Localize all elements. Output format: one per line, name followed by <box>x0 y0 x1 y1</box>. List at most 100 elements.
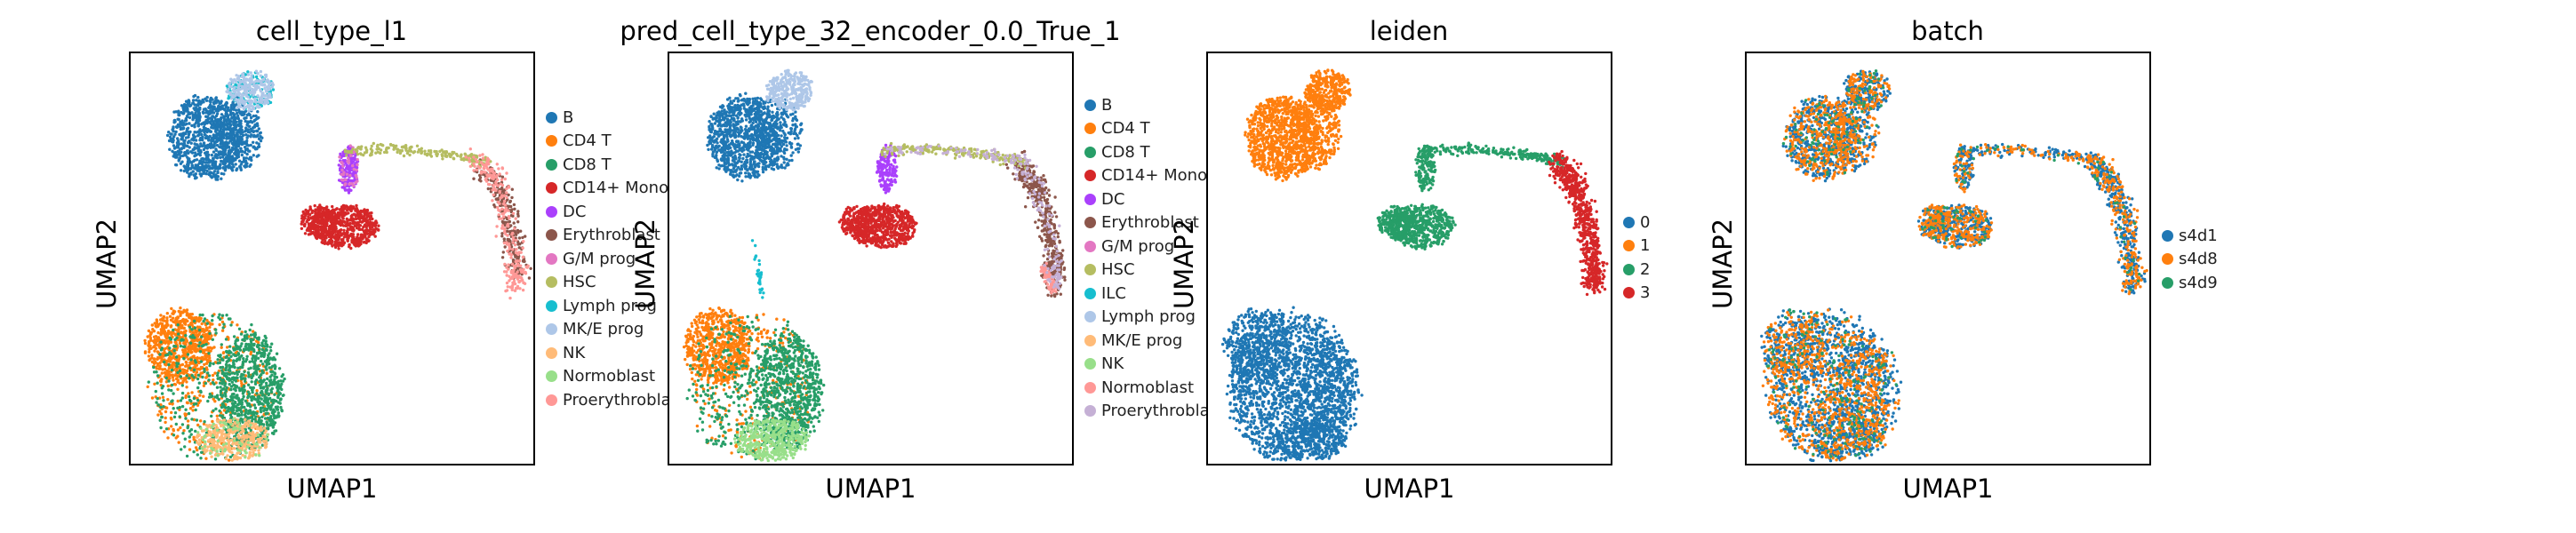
data-point <box>260 386 264 389</box>
data-point <box>196 423 200 427</box>
data-point <box>214 331 218 335</box>
data-point <box>192 396 196 401</box>
data-point <box>322 226 325 230</box>
data-point <box>196 116 199 120</box>
data-point <box>337 216 340 220</box>
data-point <box>155 401 158 404</box>
data-point <box>261 370 265 375</box>
data-point <box>181 121 185 125</box>
data-point <box>234 395 237 399</box>
data-point <box>265 423 269 426</box>
data-point <box>269 390 274 394</box>
data-point <box>241 362 244 366</box>
data-point <box>244 360 248 363</box>
data-point <box>340 213 344 218</box>
data-point <box>231 147 235 151</box>
data-point <box>172 392 175 395</box>
data-point <box>229 123 233 127</box>
data-point <box>180 147 183 151</box>
data-point <box>349 188 353 192</box>
data-point <box>190 328 194 331</box>
data-point <box>193 441 197 444</box>
data-point <box>178 415 181 418</box>
data-point <box>171 316 175 320</box>
data-point <box>268 419 272 423</box>
data-point <box>359 153 364 156</box>
data-point <box>260 432 264 435</box>
data-point <box>206 155 210 158</box>
data-point <box>188 174 191 179</box>
data-point <box>260 415 264 418</box>
data-point <box>377 224 380 227</box>
data-point <box>198 172 202 176</box>
data-point <box>202 111 205 115</box>
data-point <box>189 358 193 362</box>
data-point <box>192 344 196 348</box>
data-point <box>209 116 213 120</box>
data-point <box>211 314 214 318</box>
data-point <box>356 214 360 218</box>
data-point <box>184 408 188 411</box>
data-point <box>195 131 198 134</box>
data-point <box>231 163 235 166</box>
data-point <box>212 126 215 130</box>
data-point <box>158 361 162 365</box>
data-point <box>154 389 157 394</box>
data-point <box>253 406 258 410</box>
data-point <box>268 375 272 378</box>
data-point <box>266 398 269 402</box>
data-point <box>273 410 276 413</box>
data-point <box>343 183 347 187</box>
data-point <box>251 390 254 394</box>
data-point <box>249 405 252 409</box>
data-point <box>486 187 490 191</box>
data-point <box>364 241 368 245</box>
data-point <box>221 416 225 420</box>
data-point <box>189 351 193 354</box>
data-point <box>228 139 233 143</box>
data-point <box>359 210 363 214</box>
data-point <box>159 403 163 407</box>
data-point <box>153 360 157 364</box>
data-point <box>216 374 220 378</box>
data-point <box>188 435 191 439</box>
data-point <box>204 119 208 123</box>
data-point <box>342 219 346 224</box>
data-point <box>264 339 268 343</box>
data-point <box>192 319 196 323</box>
data-point <box>184 118 188 123</box>
data-point <box>172 407 175 410</box>
data-point <box>392 147 396 151</box>
data-point <box>265 420 268 424</box>
plot-axes <box>129 52 535 465</box>
data-point <box>237 386 241 390</box>
data-point <box>228 378 231 381</box>
data-point <box>328 230 332 234</box>
data-point <box>153 340 156 345</box>
data-point <box>456 154 460 157</box>
data-point <box>152 370 156 374</box>
data-point <box>344 178 348 182</box>
data-point <box>153 357 156 361</box>
data-point <box>203 348 206 352</box>
data-point <box>196 115 199 118</box>
data-point <box>194 429 197 434</box>
data-point <box>337 222 340 226</box>
data-point <box>310 216 315 220</box>
data-point <box>260 402 264 406</box>
data-point <box>190 111 194 115</box>
data-point <box>206 335 210 338</box>
data-point <box>369 227 372 231</box>
data-point <box>319 235 324 239</box>
data-point <box>348 208 352 211</box>
data-point <box>197 381 201 385</box>
data-point <box>341 205 345 210</box>
data-point <box>335 238 339 242</box>
data-point <box>438 149 442 154</box>
data-point <box>248 360 252 363</box>
data-point <box>329 217 333 221</box>
data-point <box>178 123 182 126</box>
data-point <box>235 359 238 362</box>
data-point <box>256 110 260 114</box>
data-point <box>243 116 246 120</box>
